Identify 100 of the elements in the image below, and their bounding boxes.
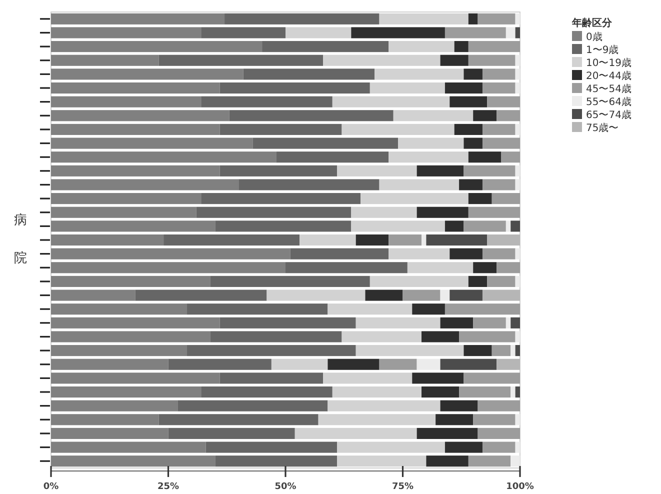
bar	[510, 386, 516, 398]
bar	[501, 152, 520, 163]
bar	[229, 110, 394, 122]
bar	[158, 414, 318, 426]
bar	[482, 248, 516, 260]
bar	[206, 442, 338, 453]
bar	[328, 400, 440, 412]
bar	[51, 345, 188, 356]
bar	[51, 152, 276, 163]
bar	[266, 290, 366, 301]
bar	[158, 54, 324, 66]
bar	[440, 317, 474, 328]
bar	[196, 206, 352, 218]
bar	[388, 152, 468, 163]
bar	[454, 41, 468, 52]
bar	[342, 124, 454, 135]
bar	[454, 124, 482, 135]
bar	[201, 386, 332, 398]
bar	[374, 68, 464, 80]
bar	[459, 331, 516, 342]
bar	[215, 456, 338, 467]
x-tick-label: 50%	[274, 482, 296, 492]
bar	[51, 206, 196, 218]
bar	[351, 206, 417, 218]
bar	[51, 290, 136, 301]
bar	[201, 193, 361, 204]
bar	[388, 248, 450, 260]
bar	[515, 13, 520, 24]
bar	[360, 193, 468, 204]
y-axis-title: 病院	[12, 202, 28, 278]
bar	[468, 41, 520, 52]
bar	[473, 262, 497, 274]
bar	[468, 54, 516, 66]
bar	[243, 68, 375, 80]
bar	[201, 27, 286, 38]
bar	[286, 262, 408, 274]
bar	[356, 234, 389, 246]
legend-label: 65〜74歳	[586, 109, 632, 121]
bar	[201, 96, 332, 108]
bar	[215, 220, 352, 232]
bar	[51, 13, 225, 24]
bar	[482, 138, 520, 149]
bar	[515, 276, 520, 287]
legend-label: 20〜44歳	[586, 70, 632, 82]
bar	[210, 276, 370, 287]
bar	[459, 179, 482, 190]
bar	[487, 234, 520, 246]
bar	[464, 220, 506, 232]
bar	[496, 358, 520, 370]
bar	[51, 456, 216, 467]
bar	[356, 317, 440, 328]
bar	[51, 41, 262, 52]
bar	[492, 193, 520, 204]
bar	[459, 386, 511, 398]
bar	[487, 276, 516, 287]
bar	[482, 442, 516, 453]
bar	[51, 54, 159, 66]
bar	[332, 386, 422, 398]
bar	[510, 317, 520, 328]
bar	[370, 276, 468, 287]
bar	[388, 234, 422, 246]
bar	[487, 96, 520, 108]
bar	[51, 400, 178, 412]
bar	[506, 220, 511, 232]
bar	[51, 27, 202, 38]
bar	[506, 27, 516, 38]
bar	[51, 372, 220, 384]
bar	[51, 317, 220, 328]
legend-label: 75歳〜	[586, 122, 619, 134]
bar	[323, 54, 440, 66]
bar	[515, 54, 520, 66]
bar	[416, 165, 464, 176]
bar	[464, 68, 482, 80]
bar	[262, 41, 389, 52]
bar	[328, 358, 380, 370]
bar	[473, 414, 516, 426]
bar	[379, 179, 460, 190]
bar	[478, 13, 516, 24]
bar	[515, 331, 520, 342]
bar	[464, 345, 492, 356]
bar	[220, 372, 324, 384]
bar	[450, 248, 482, 260]
bar	[407, 262, 474, 274]
x-tick-label: 25%	[157, 482, 180, 492]
bar	[178, 400, 328, 412]
bar	[342, 331, 422, 342]
bar	[422, 386, 460, 398]
bar	[440, 54, 468, 66]
bar	[168, 428, 295, 439]
bar	[478, 400, 520, 412]
legend-label: 10〜19歳	[586, 57, 632, 69]
x-tick-label: 75%	[392, 482, 414, 492]
legend-title: 年齢区分	[571, 17, 613, 29]
bar	[337, 442, 445, 453]
bar	[482, 290, 520, 301]
bar	[468, 206, 520, 218]
bar	[515, 442, 520, 453]
bar	[337, 165, 417, 176]
bar	[416, 428, 478, 439]
bar	[468, 152, 502, 163]
